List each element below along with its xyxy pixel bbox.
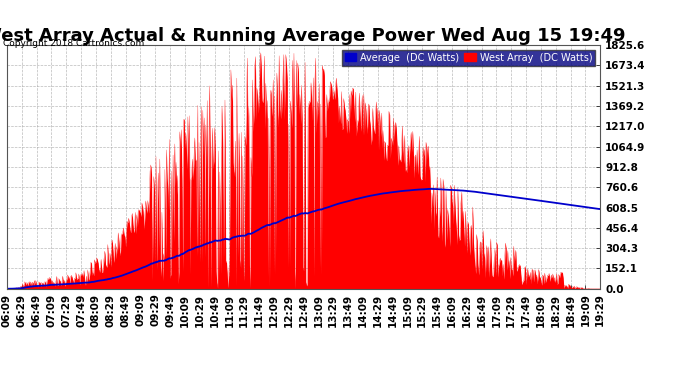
Text: Copyright 2018 Cartronics.com: Copyright 2018 Cartronics.com	[3, 39, 145, 48]
Legend: Average  (DC Watts), West Array  (DC Watts): Average (DC Watts), West Array (DC Watts…	[342, 50, 595, 66]
Title: West Array Actual & Running Average Power Wed Aug 15 19:49: West Array Actual & Running Average Powe…	[0, 27, 625, 45]
